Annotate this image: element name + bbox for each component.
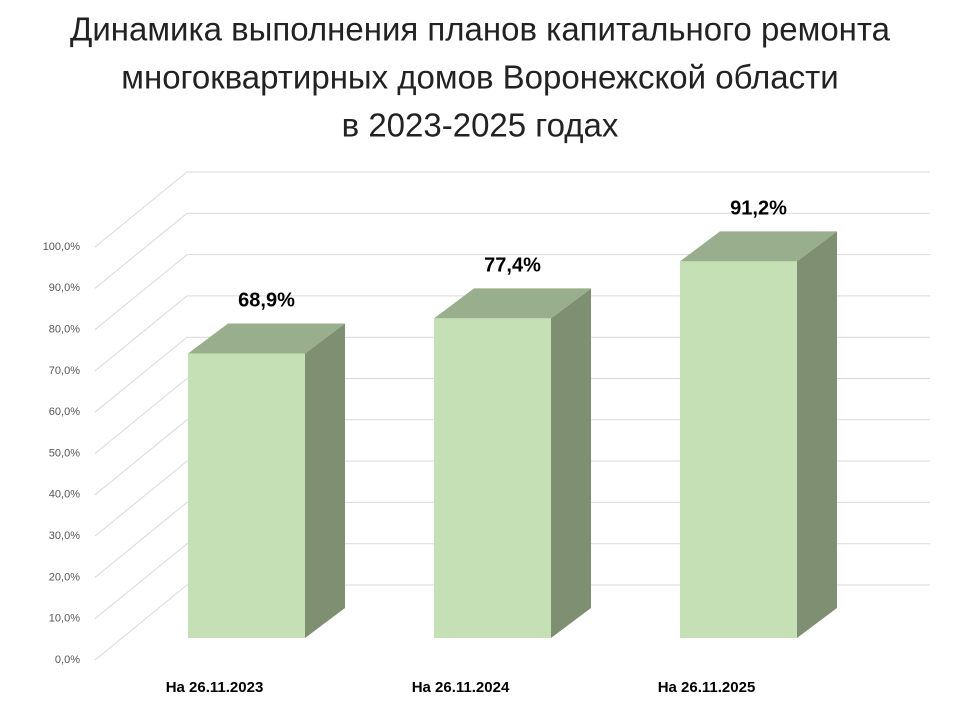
bar — [188, 353, 305, 638]
grid-line — [94, 171, 930, 248]
y-tick-label: 0,0% — [55, 654, 80, 666]
value-label: 68,9% — [238, 290, 295, 312]
bar-top — [188, 323, 345, 354]
bar-top — [434, 288, 591, 319]
x-tick-label: На 26.11.2024 — [412, 679, 510, 696]
y-tick-label: 50,0% — [49, 447, 80, 459]
y-tick-label: 40,0% — [49, 489, 80, 501]
bar-top — [680, 231, 837, 262]
grid-line — [94, 254, 930, 330]
grid-line — [94, 212, 930, 289]
y-tick-label: 80,0% — [49, 324, 80, 336]
x-tick-label: На 26.11.2025 — [658, 679, 756, 696]
y-tick-label: 20,0% — [49, 571, 80, 583]
bar — [434, 318, 551, 638]
chart-title: в 2023-2025 годах — [342, 107, 619, 144]
y-tick-label: 60,0% — [49, 406, 80, 418]
bar-side — [305, 323, 345, 638]
y-tick-label: 100,0% — [43, 241, 81, 253]
y-tick-label: 90,0% — [49, 282, 80, 294]
y-tick-label: 30,0% — [49, 530, 80, 542]
bar — [680, 261, 797, 638]
bar-side — [797, 231, 837, 638]
x-tick-label: На 26.11.2023 — [166, 679, 264, 696]
value-label: 77,4% — [484, 255, 541, 277]
y-tick-label: 70,0% — [49, 365, 80, 377]
chart-title: многоквартирных домов Воронежской област… — [121, 59, 838, 96]
chart-title: Динамика выполнения планов капитального … — [70, 11, 891, 48]
bar-side — [551, 288, 591, 638]
value-label: 91,2% — [730, 198, 787, 220]
y-tick-label: 10,0% — [49, 613, 80, 625]
